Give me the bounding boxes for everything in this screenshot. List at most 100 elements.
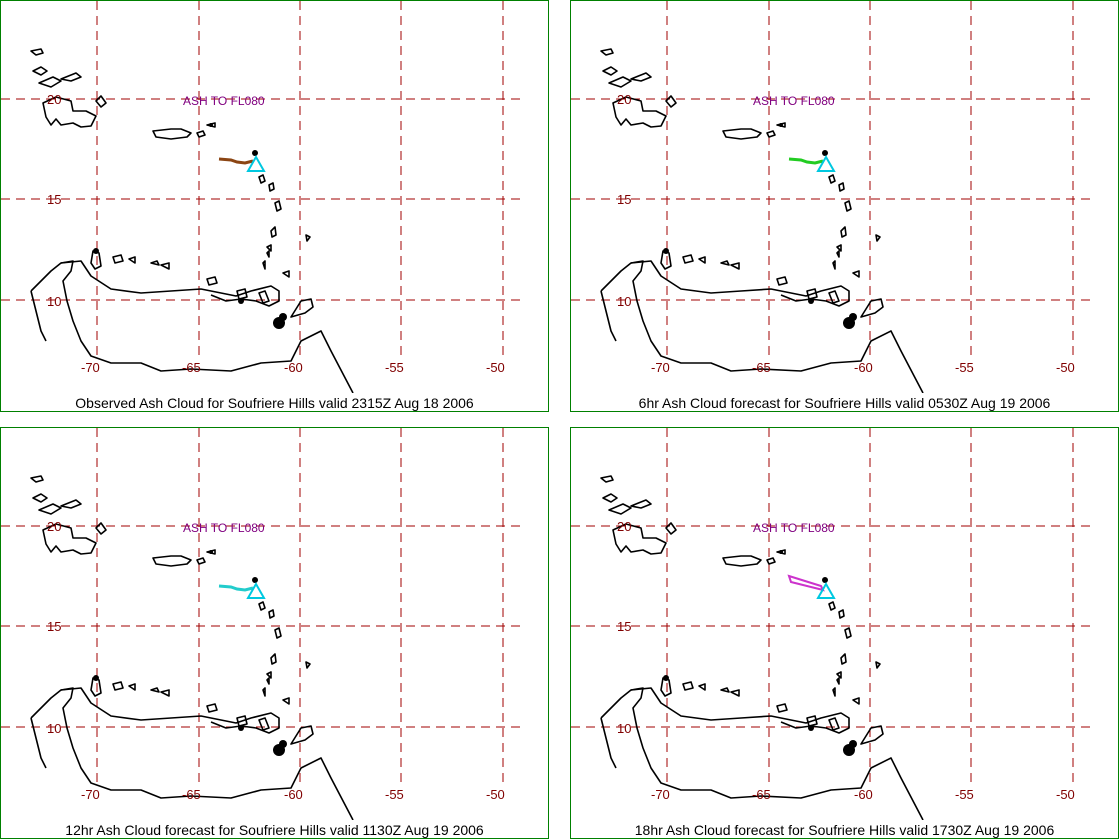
island: [238, 725, 244, 731]
island: [663, 675, 669, 681]
coastline: [608, 503, 632, 515]
panel-caption: 6hr Ash Cloud forecast for Soufriere Hil…: [638, 395, 1051, 411]
ash-cloud-polygon: [218, 157, 254, 165]
coastline: [682, 681, 694, 691]
longitude-label: -65: [752, 360, 771, 375]
ash-cloud-polygon: [788, 157, 824, 165]
island: [238, 298, 244, 304]
coastline: [206, 703, 218, 713]
latitude-label: 20: [47, 519, 61, 534]
coastline: [128, 683, 136, 691]
map-canvas: 20 15 10 -70 -65 -60 -55 -50 ASH TO FL080: [1, 1, 521, 393]
coastline: [608, 76, 632, 88]
coastline: [60, 72, 82, 82]
coastline: [32, 66, 48, 76]
longitude-label: -50: [486, 787, 505, 802]
ash-level-annotation: ASH TO FL080: [753, 94, 835, 108]
coastline: [42, 96, 97, 128]
ash-level-annotation: ASH TO FL080: [183, 94, 265, 108]
coastline: [665, 95, 677, 108]
coastline: [776, 703, 788, 713]
coastline: [60, 260, 280, 307]
map-panel-observed: 20 15 10 -70 -65 -60 -55 -50 ASH TO FL080 Observ…: [0, 0, 549, 412]
coastline: [258, 601, 266, 611]
coastline: [274, 627, 282, 639]
coastline: [600, 687, 924, 820]
longitude-label: -50: [1056, 360, 1075, 375]
coastline: [150, 260, 160, 266]
coastline: [838, 609, 845, 619]
coastline: [196, 130, 206, 138]
coastline: [95, 522, 107, 535]
coastline: [266, 677, 270, 685]
coastline: [828, 174, 836, 184]
longitude-label: -70: [651, 787, 670, 802]
coastline: [160, 262, 170, 270]
island: [822, 150, 828, 156]
coastline: [274, 200, 282, 212]
coastline: [30, 717, 47, 769]
coastline: [838, 182, 845, 192]
coastline: [840, 226, 847, 238]
coastline: [828, 601, 836, 611]
latitude-label: 15: [47, 619, 61, 634]
volcano-marker-icon: [246, 581, 266, 599]
island: [808, 298, 814, 304]
map-panel-6hr: 20 15 10 -70 -65 -60 -55 -50 ASH TO FL080 6hr As…: [570, 0, 1119, 412]
coastline: [766, 557, 776, 565]
island: [279, 740, 287, 748]
coastline: [266, 244, 272, 252]
coastline: [600, 475, 614, 483]
coastline: [282, 697, 290, 705]
coastline: [30, 475, 44, 483]
coastline: [112, 254, 124, 264]
coastline: [60, 499, 82, 509]
coastline: [720, 687, 730, 693]
coastline: [196, 557, 206, 565]
coastline: [258, 174, 266, 184]
longitude-label: -55: [955, 360, 974, 375]
latitude-label: 15: [617, 619, 631, 634]
coastline: [600, 717, 617, 769]
coastline: [30, 260, 354, 393]
coastline: [852, 697, 860, 705]
longitude-label: -60: [284, 360, 303, 375]
volcano-marker-icon: [246, 154, 266, 172]
coastline: [836, 677, 840, 685]
coastline: [602, 493, 618, 503]
coastline: [30, 290, 47, 342]
coastline: [282, 270, 290, 278]
island: [663, 248, 669, 254]
coastline: [38, 76, 62, 88]
coastline: [730, 262, 740, 270]
longitude-label: -70: [81, 360, 100, 375]
coastline: [236, 715, 248, 727]
coastline: [630, 260, 850, 307]
coastline: [206, 276, 218, 286]
coastline: [38, 503, 62, 515]
map-canvas: 20 15 10 -70 -65 -60 -55 -50 ASH TO FL080: [1, 428, 521, 820]
coastline: [290, 725, 314, 745]
latitude-label: 15: [617, 192, 631, 207]
coastline: [875, 234, 881, 242]
coastline: [32, 493, 48, 503]
coastline: [776, 276, 788, 286]
coastline: [305, 661, 311, 669]
coastline: [806, 715, 818, 727]
island: [822, 577, 828, 583]
coastline: [128, 256, 136, 264]
coastline: [305, 234, 311, 242]
island: [93, 248, 99, 254]
longitude-label: -60: [854, 787, 873, 802]
coastline: [602, 66, 618, 76]
coastline: [600, 48, 614, 56]
coastline: [236, 288, 248, 300]
coastline: [258, 290, 270, 304]
coastline: [112, 681, 124, 691]
latitude-label: 20: [617, 92, 631, 107]
longitude-label: -60: [284, 787, 303, 802]
ash-level-annotation: ASH TO FL080: [183, 521, 265, 535]
longitude-label: -55: [385, 360, 404, 375]
ash-cloud-polygon: [787, 574, 825, 592]
longitude-label: -55: [955, 787, 974, 802]
